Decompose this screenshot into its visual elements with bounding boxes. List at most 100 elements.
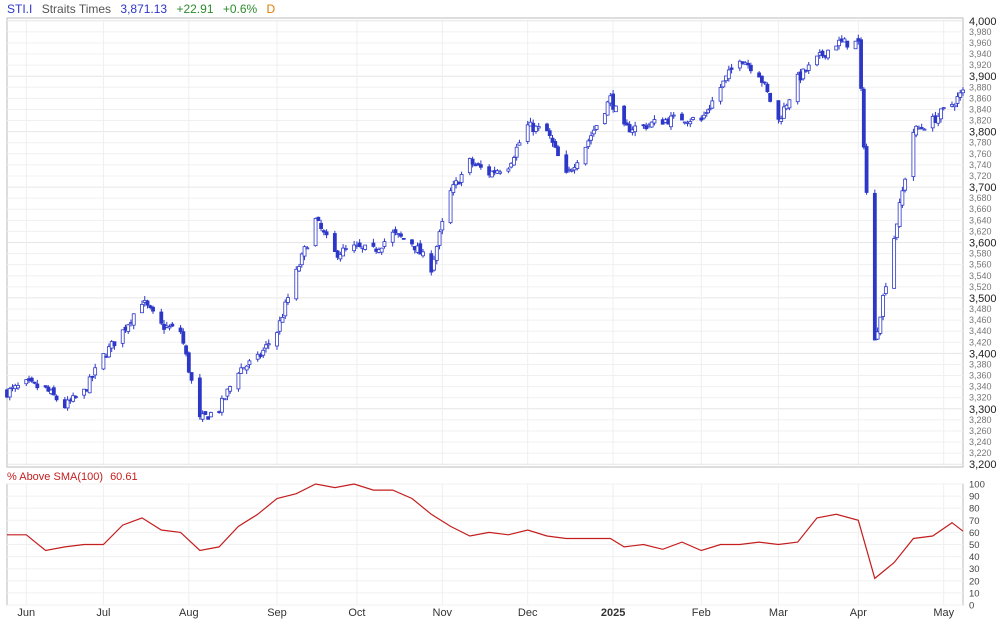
- candle-body: [914, 125, 919, 136]
- candle-body: [151, 306, 155, 312]
- candle: [371, 238, 376, 248]
- candle: [112, 341, 117, 350]
- y-tick-label-minor: 3,480: [969, 304, 992, 314]
- candle: [228, 385, 233, 394]
- candle-body: [299, 253, 304, 266]
- candle: [842, 37, 847, 43]
- candle: [178, 325, 183, 335]
- candle-body: [302, 246, 307, 257]
- candle-body: [704, 112, 709, 114]
- candle-body: [624, 122, 629, 126]
- candle-body: [228, 386, 233, 392]
- candle-body: [131, 313, 136, 326]
- candle-body: [247, 360, 252, 366]
- candle: [806, 61, 811, 75]
- candle-body: [277, 320, 282, 332]
- candle: [297, 263, 301, 273]
- candle: [186, 351, 191, 374]
- candle: [834, 45, 839, 51]
- candle: [200, 410, 205, 422]
- candle: [605, 100, 610, 116]
- candle-body: [699, 117, 704, 121]
- candle-body: [550, 137, 555, 143]
- candle-body: [900, 190, 905, 206]
- candle: [602, 113, 607, 125]
- y-tick-label-minor: 3,340: [969, 382, 992, 392]
- candle: [316, 216, 321, 222]
- candle: [71, 392, 76, 403]
- candle-body: [567, 168, 571, 171]
- candle-body: [861, 88, 866, 148]
- candle: [961, 87, 965, 96]
- candle: [550, 135, 555, 147]
- x-tick-label: Apr: [850, 607, 867, 619]
- candle-body: [671, 114, 676, 117]
- candle: [324, 229, 329, 239]
- candle-body: [178, 327, 183, 333]
- candle: [613, 105, 618, 113]
- candle-body: [748, 64, 753, 72]
- candle-body: [834, 45, 839, 51]
- candle: [875, 327, 880, 340]
- candle-body: [434, 246, 439, 261]
- candle: [795, 71, 800, 105]
- candle: [826, 49, 830, 61]
- candle-body: [390, 231, 395, 243]
- candle: [575, 159, 580, 171]
- y-tick-label-minor: 3,380: [969, 359, 992, 369]
- candle-body: [87, 376, 92, 394]
- candle-body: [379, 247, 384, 253]
- candle-body: [120, 329, 125, 344]
- candle: [652, 115, 657, 126]
- candle-body: [489, 170, 494, 178]
- candle-body: [35, 383, 40, 389]
- candle-body: [313, 218, 318, 247]
- candle-body: [297, 266, 301, 272]
- candle-body: [613, 105, 618, 113]
- candle-body: [286, 297, 290, 303]
- candle: [591, 125, 596, 137]
- candle: [622, 104, 627, 127]
- candle-body: [589, 135, 593, 141]
- candle: [145, 299, 150, 309]
- candle-body: [145, 300, 150, 306]
- candle-body: [536, 126, 541, 129]
- candle: [43, 385, 48, 389]
- period-label[interactable]: D: [266, 2, 276, 16]
- indicator-y-tick-label: 80: [969, 504, 980, 515]
- candle-body: [343, 248, 348, 250]
- candle: [498, 169, 503, 175]
- candle-body: [319, 222, 323, 229]
- candle-body: [448, 190, 453, 224]
- candle-body: [575, 162, 580, 169]
- chart-header: STI.I Straits Times 3,871.13 +22.91 +0.6…: [7, 2, 281, 16]
- candle: [448, 187, 453, 225]
- candle: [489, 170, 494, 178]
- candle: [837, 36, 841, 50]
- candle-body: [872, 192, 877, 341]
- candle: [589, 131, 593, 145]
- candle-body: [393, 229, 398, 234]
- candle-body: [478, 164, 483, 168]
- symbol-label[interactable]: STI.I: [7, 2, 33, 16]
- candle-body: [602, 113, 607, 125]
- candle: [586, 138, 591, 149]
- indicator-y-tick-label: 50: [969, 540, 980, 551]
- candle-body: [32, 381, 37, 384]
- candle: [277, 316, 282, 335]
- candle: [939, 108, 943, 123]
- candle-body: [46, 386, 51, 392]
- candle: [820, 49, 825, 59]
- candle: [955, 92, 960, 108]
- candle-body: [140, 303, 144, 314]
- y-tick-label-minor: 3,580: [969, 249, 992, 259]
- candle-body: [219, 397, 224, 413]
- candle: [710, 96, 715, 109]
- indicator-y-tick-label: 60: [969, 528, 980, 539]
- candle-body: [897, 202, 902, 228]
- candle: [352, 240, 357, 253]
- candle: [936, 112, 941, 127]
- candle-body: [321, 230, 326, 233]
- candle: [892, 235, 897, 289]
